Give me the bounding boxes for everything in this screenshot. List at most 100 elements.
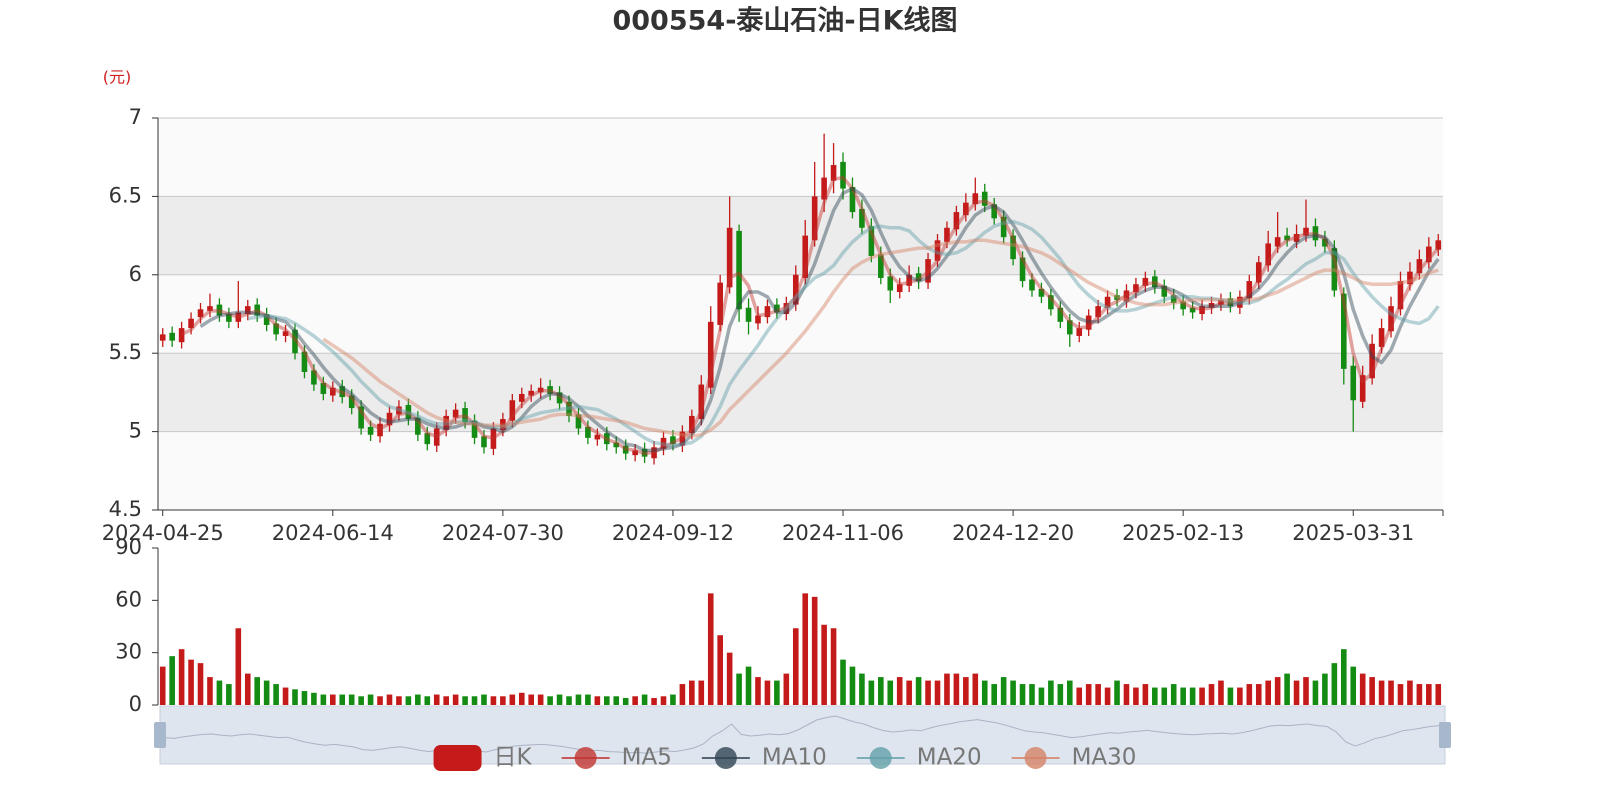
volume-bar <box>329 694 336 705</box>
candle-body <box>235 312 242 322</box>
volume-bar <box>953 673 960 705</box>
volume-bar <box>1085 684 1092 705</box>
candle-body <box>641 448 648 457</box>
volume-bar <box>500 696 506 705</box>
candle-body <box>1038 288 1045 297</box>
volume-bar <box>641 694 648 705</box>
legend-icon <box>433 745 482 771</box>
candle-body <box>1331 248 1338 291</box>
volume-bar <box>169 656 175 705</box>
volume-bar <box>1095 684 1101 705</box>
candle-body <box>1152 276 1158 288</box>
grid-band <box>158 353 1443 432</box>
y-tick-label: 60 <box>115 587 142 611</box>
volume-bar <box>1416 684 1423 705</box>
y-tick-label: 5.5 <box>109 340 142 364</box>
candle-body <box>1208 303 1215 308</box>
candle-body <box>405 404 412 420</box>
zoom-handle[interactable] <box>1439 722 1451 748</box>
candle-body <box>613 442 620 448</box>
candle-body <box>490 428 497 449</box>
volume-bar <box>972 673 979 705</box>
candle-body <box>745 307 752 322</box>
volume-bar <box>1369 677 1375 705</box>
y-tick-label: 4.5 <box>109 497 142 521</box>
legend-icon <box>1024 747 1047 769</box>
candle-body <box>906 274 912 286</box>
y-tick-label: 0 <box>129 692 142 716</box>
candle-body <box>840 161 846 189</box>
legend-icon <box>574 747 597 769</box>
volume-bar <box>244 673 251 705</box>
volume-bar <box>339 694 346 705</box>
candle-body <box>1161 285 1168 297</box>
volume-bar <box>934 680 941 705</box>
volume-bar <box>1331 663 1338 705</box>
zoom-handle[interactable] <box>154 722 166 748</box>
candle-body <box>1029 279 1035 291</box>
candle-body <box>471 420 478 438</box>
candle-body <box>273 323 279 335</box>
volume-bar <box>1170 684 1177 705</box>
volume-bar <box>1350 666 1357 705</box>
candle-body <box>717 282 723 325</box>
candle-body <box>1000 216 1007 238</box>
candle-body <box>594 434 601 440</box>
volume-bar <box>679 684 686 705</box>
candle-body <box>915 273 922 282</box>
candle-body <box>604 433 610 445</box>
ma-line <box>199 186 1440 453</box>
candle-body <box>311 370 317 385</box>
candle-body <box>1350 365 1357 401</box>
y-tick-label: 6.5 <box>109 183 142 207</box>
candle-body <box>1378 328 1385 347</box>
volume-bar <box>320 694 327 705</box>
volume-bar <box>452 694 459 705</box>
candle-body <box>358 406 364 429</box>
candle-body <box>197 309 204 318</box>
volume-bar <box>792 628 799 705</box>
volume-bar <box>613 696 620 705</box>
candle-body <box>518 393 525 402</box>
candle-body <box>348 395 355 409</box>
candle-body <box>169 332 175 341</box>
candle-body <box>963 202 969 216</box>
volume-bar <box>896 677 903 705</box>
candle-body <box>953 212 960 230</box>
legend-label[interactable]: MA5 <box>622 745 672 771</box>
volume-bar <box>632 696 638 705</box>
volume-bar <box>188 659 194 705</box>
candle-body <box>282 331 289 336</box>
volume-bar <box>1255 684 1262 705</box>
legend-label[interactable]: 日K <box>494 745 533 771</box>
candle-body <box>1019 257 1026 282</box>
candle-body <box>415 417 421 435</box>
x-tick-label: 2024-06-14 <box>272 521 394 545</box>
volume-bar <box>1208 684 1215 705</box>
volume-bar <box>707 593 714 705</box>
candle-body <box>1104 296 1111 308</box>
candle-body <box>1170 295 1177 304</box>
candle-body <box>660 437 667 449</box>
candle-body <box>651 447 657 459</box>
legend-label[interactable]: MA30 <box>1072 745 1137 771</box>
volume-bar <box>1274 677 1281 705</box>
candle-body <box>1237 296 1243 308</box>
legend-label[interactable]: MA10 <box>762 745 827 771</box>
volume-bar <box>396 696 402 705</box>
volume-bar <box>1303 677 1309 705</box>
candle-body <box>934 240 941 261</box>
zoom-slider <box>159 705 1446 765</box>
candle-body <box>178 328 185 343</box>
candle-body <box>537 387 544 393</box>
candle-body <box>896 284 903 293</box>
candle-body <box>1303 227 1309 236</box>
legend-label[interactable]: MA20 <box>917 745 982 771</box>
candle-body <box>1359 375 1366 402</box>
candle-body <box>1388 306 1394 332</box>
y-tick-label: 5 <box>129 419 142 443</box>
volume-bar <box>717 635 723 705</box>
candle-body <box>792 274 799 305</box>
volume-bar <box>745 666 752 705</box>
volume-bar <box>1161 687 1168 705</box>
